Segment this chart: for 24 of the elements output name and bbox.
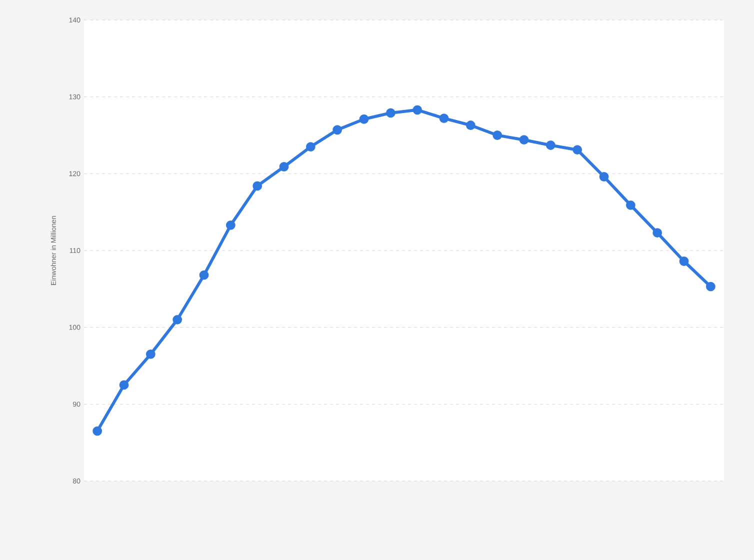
point — [306, 142, 316, 152]
point — [546, 140, 556, 150]
point — [626, 200, 636, 210]
point — [172, 314, 182, 324]
point — [492, 130, 502, 140]
point — [679, 256, 689, 266]
point — [599, 172, 609, 182]
point — [466, 120, 476, 130]
point — [519, 135, 529, 145]
point — [359, 114, 369, 124]
point — [119, 380, 129, 390]
point — [572, 145, 582, 155]
point — [199, 270, 209, 280]
point — [146, 350, 156, 359]
point — [706, 282, 716, 292]
point — [439, 114, 449, 124]
point — [92, 426, 102, 436]
point — [226, 220, 236, 230]
point — [279, 162, 289, 172]
point — [652, 228, 662, 238]
point — [252, 181, 262, 191]
point — [386, 108, 396, 118]
point — [332, 125, 342, 135]
point — [412, 105, 422, 115]
